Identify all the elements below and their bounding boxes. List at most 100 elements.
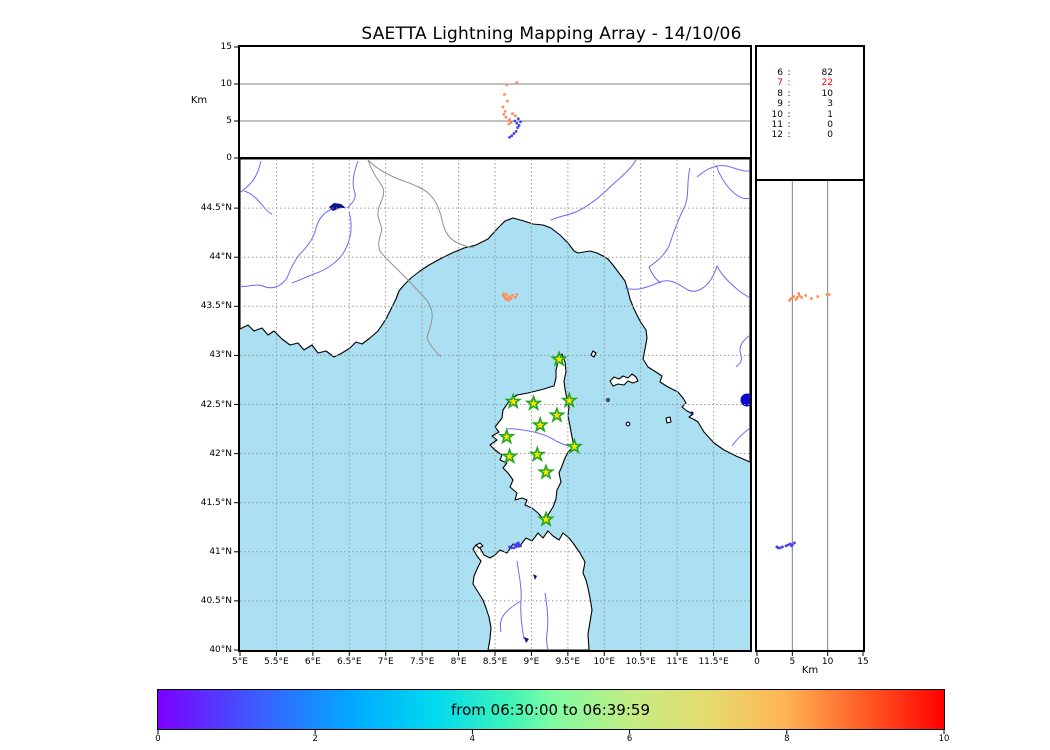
- station-star: [528, 445, 547, 463]
- capraia-island: [590, 350, 597, 358]
- station-star: [550, 350, 568, 367]
- lon-tick-label: 5.5°E: [264, 657, 289, 667]
- altitude-gridlines: [240, 83, 750, 122]
- lat-tick-label: 42.5°N: [200, 399, 232, 410]
- lat-tick-label: 44°N: [209, 252, 232, 263]
- right-panel-xlabel: Km: [801, 665, 819, 676]
- station-count-table: 6:82 7:22 8:10 9:3 10:1 11:0 12:0: [755, 45, 865, 181]
- count-value: 3: [827, 99, 833, 110]
- altitude-gridlines: [791, 159, 829, 650]
- time-colorbar: from 06:30:00 to 06:39:59: [156, 689, 945, 730]
- lakes: [329, 203, 750, 643]
- station-star: [497, 427, 516, 445]
- count-row: 11:0: [757, 120, 863, 130]
- lon-tick-label: 11.5°E: [698, 657, 729, 667]
- count-bin: 9: [777, 99, 783, 110]
- altitude-tick-label: 0: [754, 657, 760, 667]
- station-star: [548, 406, 566, 423]
- count-bin: 7: [777, 78, 783, 89]
- lake-sardinia: [524, 637, 529, 643]
- colorbar-tick-label: 6: [626, 734, 633, 744]
- count-row: 9:3: [757, 99, 863, 109]
- colorbar-tick-label: 8: [784, 734, 790, 744]
- count-row: 6:82: [757, 68, 863, 78]
- count-value: 22: [821, 78, 833, 89]
- lon-tick-label: 7°E: [377, 657, 394, 667]
- altitude-tick-label: 15: [857, 657, 869, 667]
- lon-tick-label: 6°E: [304, 657, 321, 667]
- lon-tick-label: 10°E: [593, 657, 616, 667]
- altitude-tick-label: 5: [789, 657, 796, 667]
- source-scatter-map: [501, 292, 522, 550]
- top-panel-ylabel: Km: [190, 95, 208, 106]
- lat-tick-label: 40.5°N: [200, 595, 232, 606]
- station-star: [560, 391, 579, 409]
- country-borders: [367, 159, 475, 358]
- lon-tick-label: 11°E: [666, 657, 688, 667]
- lon-tick-label: 9°E: [523, 657, 540, 667]
- page-title: SAETTA Lightning Mapping Array - 14/10/0…: [361, 24, 742, 44]
- count-value: 0: [827, 130, 833, 141]
- count-row: 10:1: [757, 110, 863, 120]
- lat-tick-label: 41.5°N: [200, 497, 232, 508]
- station-star: [531, 415, 549, 433]
- islet: [625, 421, 631, 427]
- source-scatter-alt-lat: [775, 292, 831, 550]
- count-value: 82: [821, 68, 833, 78]
- lon-tick-label: 8°E: [450, 657, 467, 667]
- count-row: 12:0: [757, 130, 863, 140]
- giglio-island: [665, 416, 672, 424]
- asinara-island: [475, 542, 484, 549]
- station-star: [537, 510, 555, 527]
- lat-tick-label: 43°N: [209, 350, 232, 361]
- count-value: 1: [827, 109, 833, 120]
- colorbar-tick-label: 0: [155, 734, 161, 744]
- elba-island: [609, 373, 639, 387]
- station-star: [500, 447, 519, 465]
- lon-tick-label: 9.5°E: [555, 657, 581, 667]
- count-bin: 12: [771, 130, 783, 141]
- count-bin: 8: [777, 88, 783, 99]
- lon-tick-label: 5°E: [232, 657, 248, 667]
- count-value: 0: [827, 120, 833, 131]
- count-value: 10: [821, 88, 833, 99]
- lat-tick-label: 42°N: [209, 448, 232, 459]
- station-star: [504, 392, 523, 410]
- count-bin: 10: [771, 109, 783, 120]
- lat-tick-label: 41°N: [209, 546, 232, 557]
- colorbar-tick-label: 10: [938, 734, 950, 744]
- colorbar-label: from 06:30:00 to 06:39:59: [450, 700, 650, 719]
- lon-tick-label: 7.5°E: [409, 657, 435, 667]
- sardinia-coastline: [472, 530, 593, 650]
- lon-tick-label: 8.5°E: [482, 657, 508, 667]
- count-bin: 6: [777, 68, 783, 78]
- altitude-tick-label: 15: [220, 42, 232, 52]
- lake-sardinia: [533, 574, 537, 580]
- altitude-longitude-panel: [238, 45, 752, 160]
- station-star: [537, 463, 555, 480]
- land-polygons: [240, 159, 750, 650]
- count-row: 8:10: [757, 89, 863, 99]
- station-star: [565, 437, 584, 455]
- station-star: [524, 394, 543, 411]
- orbetello-lagoon: [690, 411, 694, 415]
- islet: [606, 398, 610, 402]
- altitude-tick-label: 10: [220, 79, 232, 89]
- lat-tick-label: 44.5°N: [200, 203, 232, 214]
- source-scatter-lon-alt: [501, 81, 522, 139]
- count-row: 7:22: [757, 78, 863, 88]
- corsica-coastline: [489, 353, 575, 523]
- lat-tick-label: 40°N: [209, 645, 232, 655]
- map-panel: [238, 157, 752, 652]
- lma-station-stars: [497, 350, 584, 527]
- colorbar-tick-label: 4: [469, 734, 476, 744]
- lon-tick-label: 10.5°E: [625, 657, 656, 667]
- altitude-latitude-panel: [755, 157, 865, 652]
- count-bin: 11: [771, 120, 783, 131]
- lat-tick-label: 43.5°N: [200, 301, 232, 312]
- altitude-tick-label: 0: [226, 153, 232, 163]
- lake-bolsena-circle: [740, 393, 750, 407]
- lon-tick-label: 6.5°E: [337, 657, 362, 667]
- altitude-tick-label: 10: [821, 657, 834, 667]
